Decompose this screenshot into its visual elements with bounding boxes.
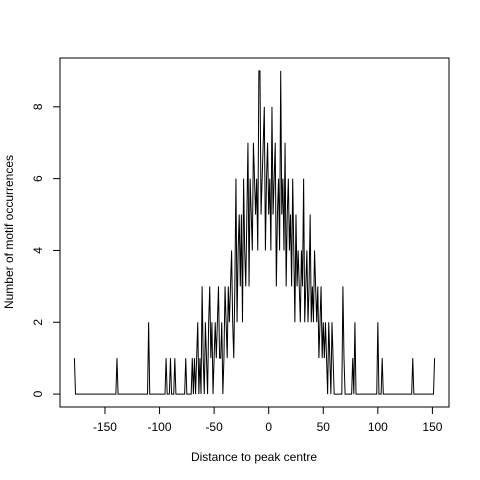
x-tick-label: -50 [205,420,223,434]
plot-frame [59,57,450,408]
x-tick-label: 0 [265,420,272,434]
x-tick-label: 100 [368,420,388,434]
data-line [73,70,436,395]
x-tick-label: -150 [93,420,117,434]
x-axis-label: Distance to peak centre [191,450,317,464]
x-tick-label: -100 [148,420,172,434]
y-tick-label: 2 [31,319,45,326]
x-tick-label: 50 [317,420,331,434]
y-axis-label: Number of motif occurrences [2,155,16,309]
x-tick-label: 150 [422,420,442,434]
y-tick-label: 0 [31,390,45,397]
y-tick-label: 8 [31,103,45,110]
y-tick-label: 4 [31,247,45,254]
y-tick-label: 6 [31,175,45,182]
